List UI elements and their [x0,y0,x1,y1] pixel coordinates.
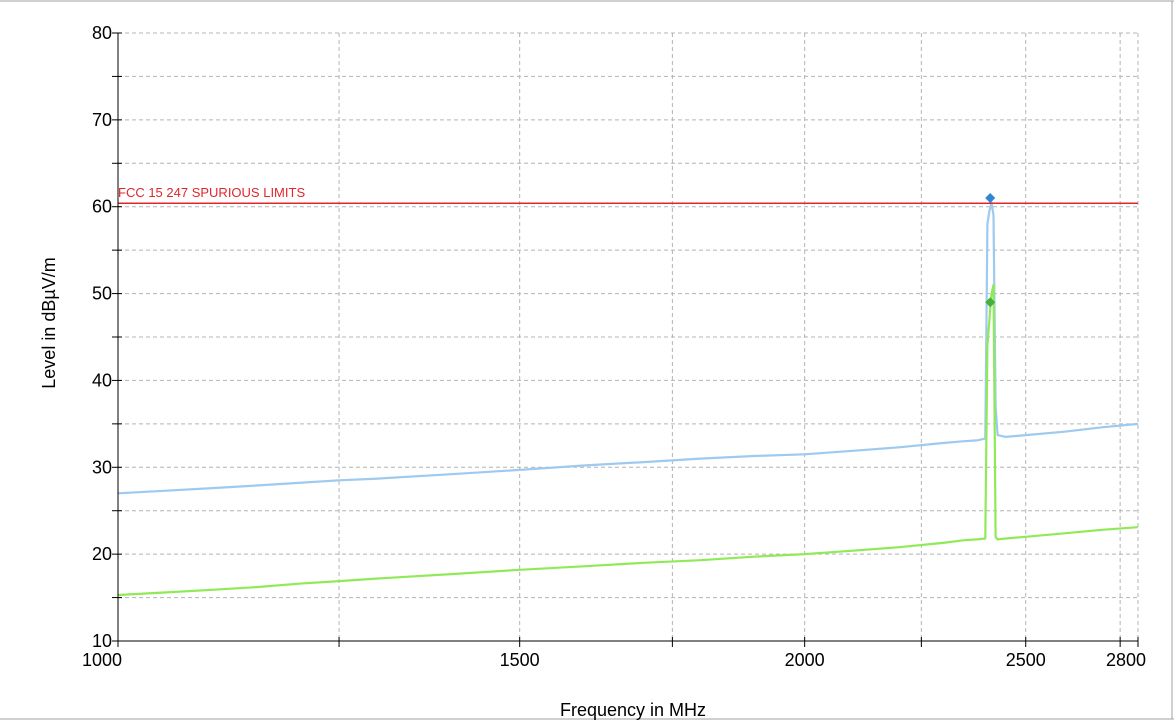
limit-line-label: FCC 15 247 SPURIOUS LIMITS [118,185,305,200]
y-tick-label: 30 [92,457,112,477]
x-tick-label: 1000 [82,650,122,670]
y-tick-label: 80 [92,23,112,43]
y-axis-title: Level in dBµV/m [39,257,59,388]
x-tick-label: 1500 [500,650,540,670]
series-layer [117,201,1139,597]
x-tick-label: 2500 [1006,650,1046,670]
axes-layer [112,32,1139,647]
peak-marker-2 [985,297,996,308]
trace-2 [117,283,1139,597]
x-axis-title: Frequency in MHz [560,700,706,720]
y-tick-label: 60 [92,197,112,217]
y-tick-label: 10 [92,631,112,651]
peak-marker-1 [985,193,996,204]
x-tick-label: 2800 [1106,650,1146,670]
y-tick-label: 20 [92,544,112,564]
tick-label-layer: 10 20 30 40 50 60 70 80 1000 1500 2000 2500 2800 [82,23,1146,670]
y-tick-label: 40 [92,370,112,390]
trace-1 [117,201,1139,495]
marker-layer [985,193,996,308]
y-tick-label: 50 [92,284,112,304]
grid [118,32,1139,641]
x-tick-label: 2000 [785,650,825,670]
y-tick-label: 70 [92,110,112,130]
